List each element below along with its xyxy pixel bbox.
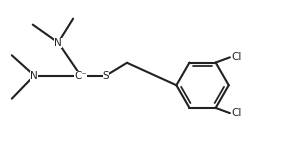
Text: N: N xyxy=(54,38,62,48)
Text: Cl: Cl xyxy=(232,108,242,118)
Text: S: S xyxy=(103,71,109,80)
Text: N: N xyxy=(30,71,38,80)
Text: Cl: Cl xyxy=(232,52,242,62)
Text: C⁻: C⁻ xyxy=(74,71,87,80)
